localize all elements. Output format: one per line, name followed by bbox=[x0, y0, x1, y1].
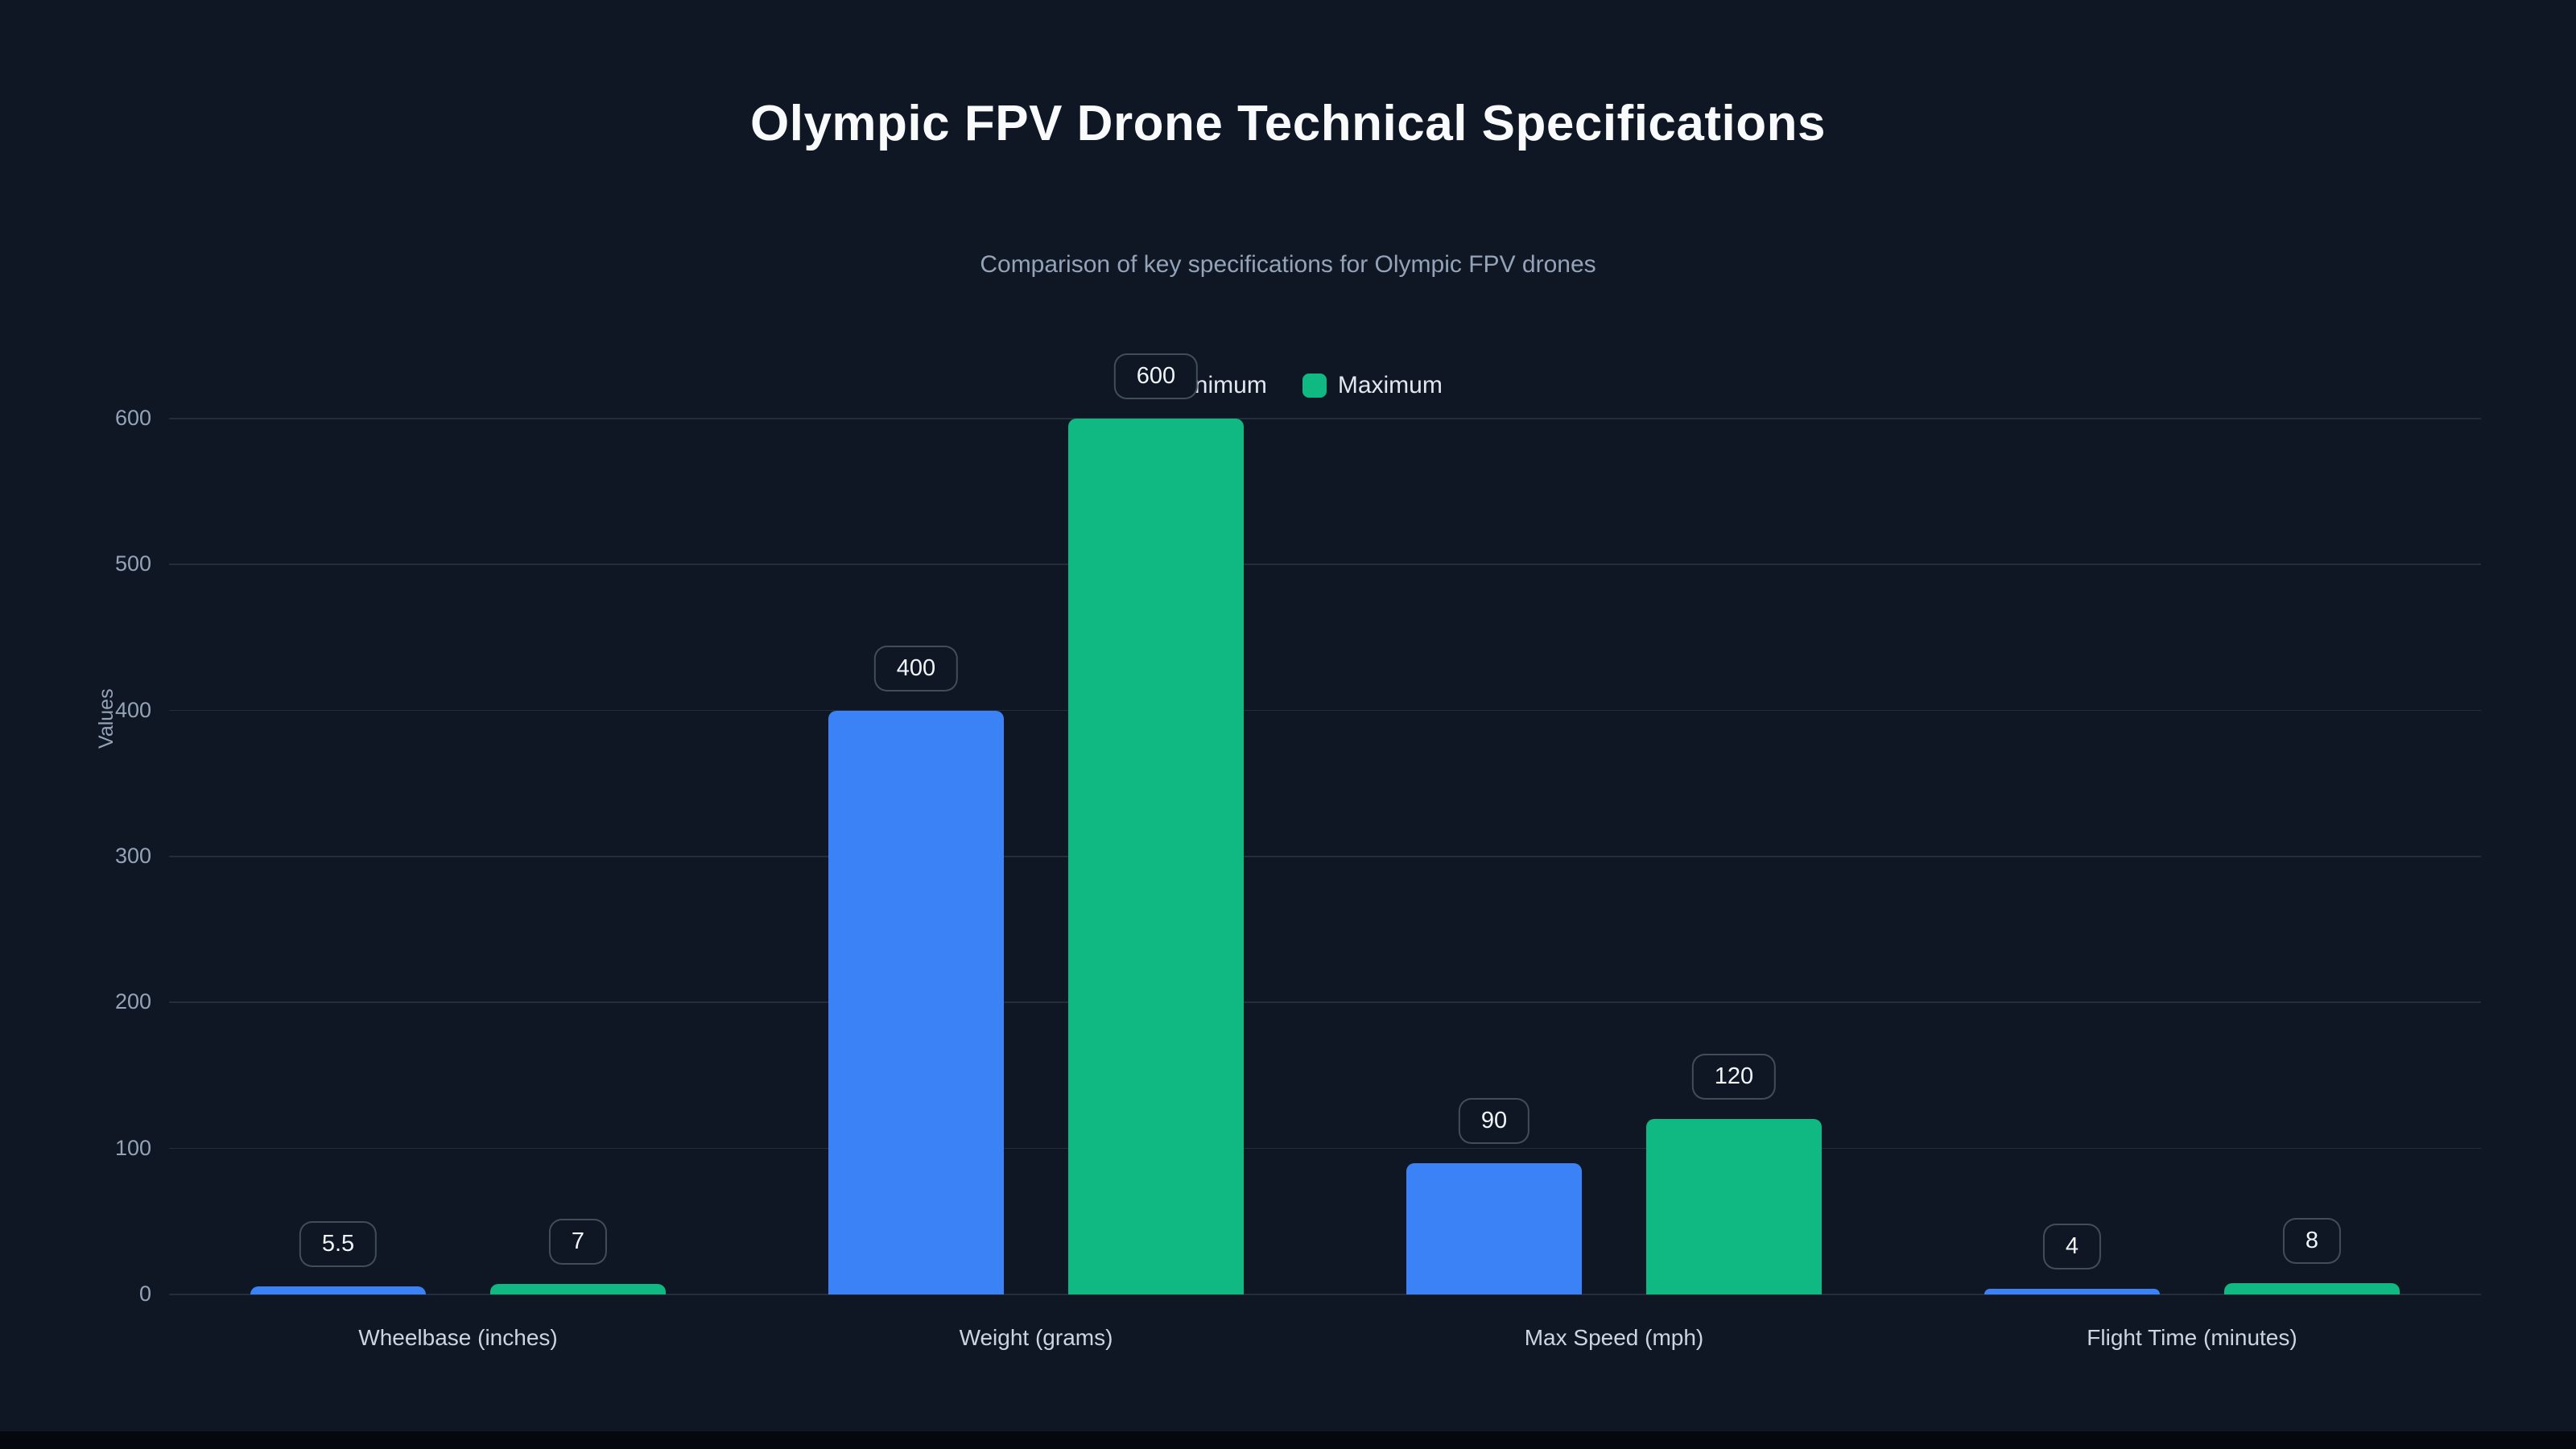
gridline bbox=[169, 1147, 2481, 1150]
gridline bbox=[169, 1294, 2481, 1295]
bar-minimum-max-speed-mph[interactable]: 90 bbox=[1406, 1097, 1582, 1294]
y-tick-label: 200 bbox=[114, 989, 151, 1014]
legend-label-maximum: Maximum bbox=[1337, 372, 1443, 398]
bar-maximum-max-speed-mph[interactable]: 120 bbox=[1646, 1054, 1822, 1294]
bar-minimum-flight-time-minutes[interactable]: 4 bbox=[1984, 1223, 2160, 1294]
x-axis-label-wheelbase-inches: Wheelbase (inches) bbox=[358, 1325, 558, 1350]
x-axis-label-flight-time-minutes: Flight Time (minutes) bbox=[2087, 1325, 2297, 1350]
gridline bbox=[169, 564, 2481, 565]
y-tick-label: 400 bbox=[114, 697, 151, 722]
bar-maximum-weight-grams[interactable]: 600 bbox=[1068, 353, 1244, 1294]
y-tick-label: 600 bbox=[114, 406, 151, 430]
y-tick-label: 100 bbox=[114, 1135, 151, 1160]
x-axis-label-weight-grams: Weight (grams) bbox=[959, 1325, 1113, 1350]
bar-minimum-wheelbase-inches[interactable]: 5.5 bbox=[250, 1221, 426, 1294]
legend-swatch-maximum bbox=[1302, 374, 1327, 398]
bar-maximum-flight-time-minutes[interactable]: 8 bbox=[2224, 1217, 2400, 1294]
bar-minimum-weight-grams[interactable]: 400 bbox=[828, 645, 1004, 1294]
bar-group-wheelbase-inches: 5.5 7 Wheelbase (inches) bbox=[169, 419, 747, 1350]
bar-group-flight-time-minutes: 4 8 Flight Time (minutes) bbox=[1903, 419, 2481, 1350]
bottom-edge-strip bbox=[0, 1431, 2576, 1449]
chart-subtitle: Comparison of key specifications for Oly… bbox=[980, 251, 1596, 278]
y-tick-label: 0 bbox=[138, 1282, 151, 1306]
value-label-minimum-wheelbase-inches: 5.5 bbox=[299, 1221, 378, 1268]
value-label-maximum-flight-time-minutes: 8 bbox=[2282, 1217, 2342, 1264]
bar-group-weight-grams: 400 600 Weight (grams) bbox=[747, 353, 1325, 1350]
value-label-maximum-max-speed-mph: 120 bbox=[1691, 1054, 1777, 1100]
bar-group-max-speed-mph: 90 120 Max Speed (mph) bbox=[1325, 419, 1903, 1350]
legend: Minimum Maximum bbox=[0, 372, 2576, 399]
gridline bbox=[169, 856, 2481, 857]
y-tick-label: 500 bbox=[114, 551, 151, 576]
plot-area: 600 500 400 300 200 100 0 5.5 7 Wheelbase (inche… bbox=[115, 353, 2481, 1350]
gridline bbox=[169, 1001, 2481, 1003]
gridline bbox=[169, 709, 2481, 712]
value-label-minimum-flight-time-minutes: 4 bbox=[2042, 1223, 2102, 1269]
bar-maximum-wheelbase-inches[interactable]: 7 bbox=[490, 1219, 666, 1294]
y-tick-label: 300 bbox=[114, 844, 151, 868]
value-label-maximum-wheelbase-inches: 7 bbox=[548, 1219, 608, 1265]
bar-groups: 5.5 7 Wheelbase (inches) 400 600 Weight (gram… bbox=[169, 353, 2481, 1350]
chart-title: Olympic FPV Drone Technical Specificatio… bbox=[750, 96, 1826, 151]
value-label-minimum-weight-grams: 400 bbox=[873, 645, 959, 691]
gridline bbox=[169, 418, 2481, 419]
legend-item-maximum[interactable]: Maximum bbox=[1302, 372, 1443, 399]
x-axis-label-max-speed-mph: Max Speed (mph) bbox=[1524, 1325, 1704, 1350]
value-label-maximum-weight-grams: 600 bbox=[1113, 353, 1199, 399]
value-label-minimum-max-speed-mph: 90 bbox=[1458, 1097, 1530, 1144]
